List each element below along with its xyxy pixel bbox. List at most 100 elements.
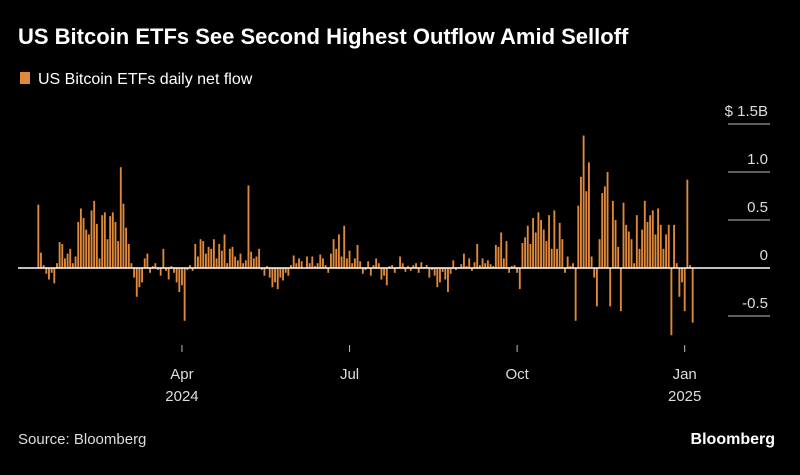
- bar: [154, 263, 157, 268]
- bar: [351, 263, 354, 268]
- bar: [646, 221, 649, 268]
- bar: [231, 246, 234, 268]
- bar: [292, 255, 295, 268]
- bar: [662, 248, 665, 268]
- bar: [162, 248, 165, 268]
- y-tick-label: 0.5: [747, 199, 768, 216]
- bar: [329, 253, 332, 268]
- bar: [48, 268, 50, 280]
- bar: [606, 172, 609, 268]
- bar: [659, 224, 662, 268]
- x-tick-label: Jul: [340, 366, 359, 383]
- bar: [295, 263, 298, 268]
- bar: [577, 205, 580, 268]
- bar: [298, 258, 300, 268]
- bar: [569, 266, 572, 268]
- bar: [79, 208, 82, 268]
- chart-title: US Bitcoin ETFs See Second Highest Outfl…: [18, 24, 629, 49]
- bar: [383, 268, 386, 276]
- bar: [98, 258, 101, 268]
- bar: [393, 268, 396, 273]
- bar: [345, 258, 348, 268]
- bar: [385, 268, 388, 286]
- bar: [627, 231, 630, 268]
- bar: [524, 237, 527, 268]
- bar: [518, 268, 521, 290]
- bar: [431, 268, 433, 270]
- bar: [332, 239, 335, 268]
- bar: [550, 248, 553, 268]
- bar: [468, 258, 471, 268]
- bar: [409, 268, 412, 271]
- bar: [340, 256, 343, 268]
- bar: [165, 268, 167, 271]
- bar: [353, 258, 356, 268]
- bar: [194, 244, 197, 268]
- bar: [268, 268, 271, 278]
- bar: [53, 268, 56, 284]
- bar: [428, 268, 431, 278]
- bar: [77, 221, 80, 268]
- bar: [595, 268, 598, 307]
- bar: [399, 256, 402, 268]
- bar: [455, 268, 457, 270]
- bar: [260, 268, 263, 270]
- bar: [250, 251, 253, 268]
- bar: [462, 253, 465, 268]
- bar: [367, 261, 370, 268]
- bar: [417, 268, 420, 273]
- bar: [481, 258, 484, 268]
- bar: [388, 266, 391, 268]
- bar: [484, 263, 487, 268]
- bar: [149, 268, 151, 273]
- bar: [178, 268, 181, 292]
- bar: [465, 266, 468, 268]
- bar: [119, 167, 122, 268]
- bar: [71, 263, 74, 268]
- bar: [486, 260, 489, 268]
- bar: [175, 268, 178, 283]
- bar: [526, 225, 529, 268]
- bar: [614, 220, 617, 268]
- bar: [61, 244, 64, 268]
- bar: [133, 268, 136, 278]
- bar: [444, 268, 447, 280]
- bar: [500, 232, 503, 268]
- bar: [223, 234, 226, 268]
- x-tick-label: Jan: [673, 366, 697, 383]
- bar: [670, 268, 673, 336]
- x-year-label: 2025: [668, 388, 701, 405]
- y-tick-label: 1.0: [747, 151, 768, 168]
- bar: [287, 268, 290, 276]
- bar: [683, 268, 686, 312]
- bar: [622, 202, 625, 268]
- bar: [667, 224, 670, 268]
- bar: [202, 241, 205, 268]
- bar: [630, 239, 633, 268]
- y-tick-label: -0.5: [742, 295, 768, 312]
- bar: [439, 268, 441, 283]
- y-tick-label: 0: [760, 247, 768, 264]
- bar: [306, 256, 308, 268]
- bar: [284, 268, 287, 273]
- bar: [564, 268, 566, 273]
- bar: [691, 268, 694, 323]
- bar: [220, 250, 223, 268]
- bar: [337, 234, 340, 268]
- bar: [279, 268, 282, 278]
- brand: Bloomberg: [691, 431, 775, 448]
- bar: [590, 256, 593, 268]
- bar: [101, 215, 104, 268]
- bar: [452, 260, 455, 268]
- bar: [85, 229, 88, 268]
- y-tick-label: $ 1.5B: [725, 103, 768, 120]
- bar: [37, 204, 40, 268]
- bar: [681, 268, 683, 283]
- bar: [585, 191, 588, 268]
- bar: [42, 265, 45, 268]
- bar: [433, 268, 436, 276]
- bar: [548, 215, 550, 268]
- bar: [122, 203, 125, 268]
- bar: [566, 256, 569, 268]
- bar: [103, 212, 106, 268]
